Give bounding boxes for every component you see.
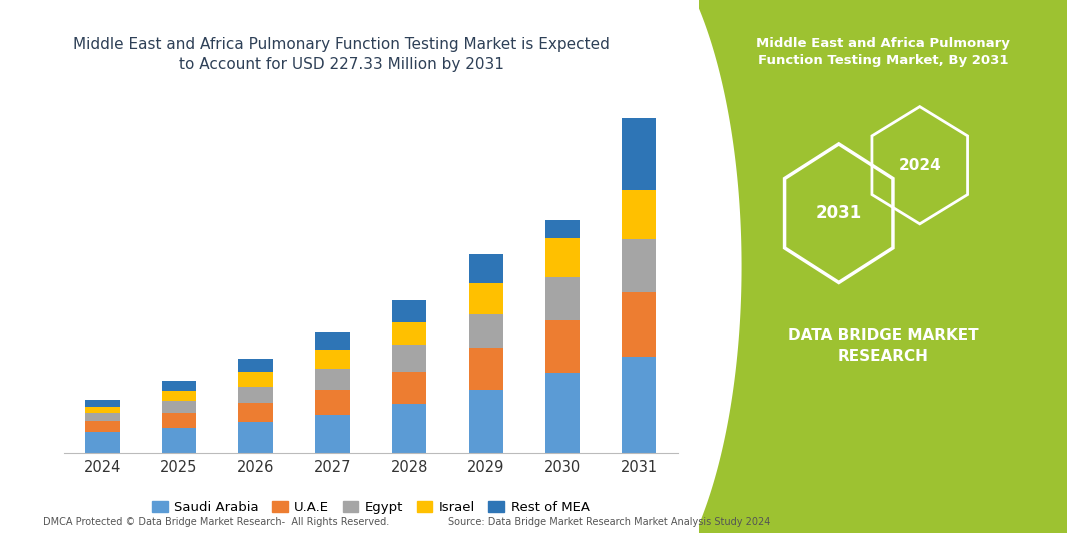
Bar: [239, 372, 273, 386]
Bar: [622, 190, 656, 239]
Text: 2024: 2024: [898, 158, 941, 173]
Bar: [622, 118, 656, 190]
Bar: [162, 413, 196, 428]
Bar: [468, 348, 503, 390]
Text: 2031: 2031: [815, 204, 862, 222]
Bar: [162, 391, 196, 401]
Bar: [239, 403, 273, 422]
Bar: [85, 421, 120, 432]
Text: Middle East and Africa Pulmonary
Function Testing Market, By 2031: Middle East and Africa Pulmonary Functio…: [757, 37, 1009, 67]
Bar: [239, 359, 273, 372]
Bar: [162, 428, 196, 453]
Bar: [315, 350, 350, 369]
Bar: [622, 292, 656, 357]
Bar: [315, 332, 350, 350]
Bar: [85, 400, 120, 407]
Bar: [545, 220, 579, 238]
Bar: [315, 369, 350, 390]
Bar: [545, 373, 579, 453]
Bar: [545, 320, 579, 373]
Bar: [239, 386, 273, 403]
Bar: [468, 314, 503, 348]
Bar: [468, 254, 503, 284]
Bar: [392, 322, 427, 345]
Bar: [162, 401, 196, 413]
Bar: [162, 381, 196, 391]
Bar: [622, 357, 656, 453]
Text: Source: Data Bridge Market Research Market Analysis Study 2024: Source: Data Bridge Market Research Mark…: [448, 517, 770, 527]
Bar: [545, 277, 579, 320]
Text: DATA BRIDGE MARKET
RESEARCH: DATA BRIDGE MARKET RESEARCH: [787, 328, 978, 365]
Bar: [622, 239, 656, 292]
Text: Middle East and Africa Pulmonary Function Testing Market is Expected
to Account : Middle East and Africa Pulmonary Functio…: [73, 37, 610, 72]
Bar: [392, 372, 427, 405]
Bar: [85, 407, 120, 413]
Bar: [392, 345, 427, 372]
Bar: [85, 413, 120, 421]
Bar: [468, 284, 503, 314]
Bar: [85, 432, 120, 453]
Bar: [545, 238, 579, 277]
Bar: [239, 422, 273, 453]
Bar: [392, 300, 427, 322]
Bar: [468, 390, 503, 453]
Legend: Saudi Arabia, U.A.E, Egypt, Israel, Rest of MEA: Saudi Arabia, U.A.E, Egypt, Israel, Rest…: [146, 496, 595, 519]
Bar: [315, 390, 350, 415]
Bar: [315, 415, 350, 453]
Text: DMCA Protected © Data Bridge Market Research-  All Rights Reserved.: DMCA Protected © Data Bridge Market Rese…: [43, 517, 389, 527]
Bar: [392, 405, 427, 453]
